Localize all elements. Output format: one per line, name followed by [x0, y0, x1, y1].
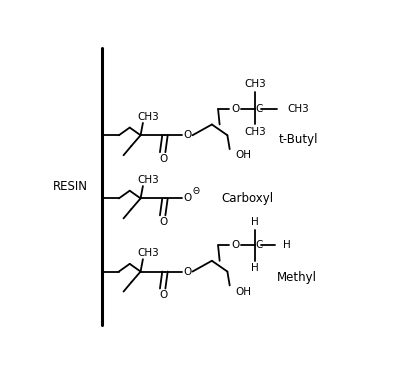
Text: H: H: [252, 263, 259, 273]
Text: O: O: [184, 266, 192, 276]
Text: O: O: [231, 240, 239, 250]
Text: Methyl: Methyl: [277, 271, 317, 284]
Text: CH3: CH3: [288, 104, 310, 114]
Text: O: O: [159, 154, 167, 164]
Text: RESIN: RESIN: [53, 180, 88, 194]
Text: O: O: [231, 104, 239, 114]
Text: O: O: [159, 217, 167, 227]
Text: CH3: CH3: [138, 175, 159, 185]
Text: Θ: Θ: [193, 187, 200, 196]
Text: H: H: [252, 217, 259, 227]
Text: O: O: [184, 130, 192, 140]
Text: C: C: [255, 240, 263, 250]
Text: C: C: [255, 104, 263, 114]
Text: OH: OH: [235, 150, 251, 160]
Text: CH3: CH3: [244, 80, 266, 90]
Text: CH3: CH3: [138, 112, 159, 122]
Text: O: O: [159, 290, 167, 300]
Text: Carboxyl: Carboxyl: [221, 192, 273, 205]
Text: H: H: [283, 240, 291, 250]
Text: CH3: CH3: [244, 127, 266, 137]
Text: O: O: [184, 194, 192, 204]
Text: CH3: CH3: [138, 248, 159, 258]
Text: OH: OH: [235, 287, 251, 297]
Text: t-Butyl: t-Butyl: [279, 133, 318, 147]
